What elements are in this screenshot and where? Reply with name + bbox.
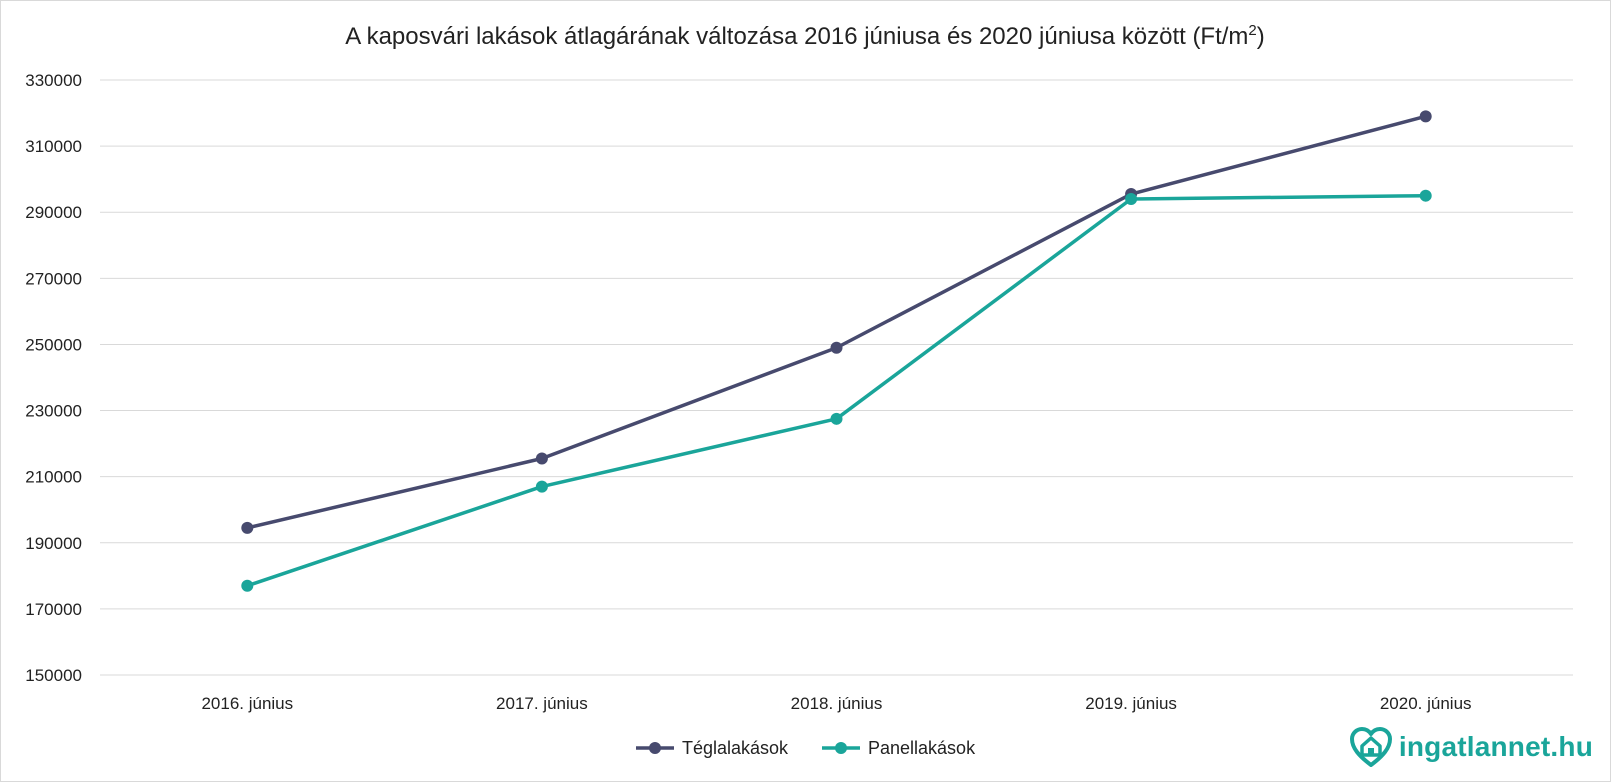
data-point bbox=[1419, 189, 1432, 202]
x-tick-label: 2018. június bbox=[791, 694, 883, 713]
y-tick-label: 270000 bbox=[25, 269, 82, 288]
x-axis-ticks: 2016. június 2017. június 2018. június 2019… bbox=[201, 694, 1471, 713]
y-tick-label: 230000 bbox=[25, 402, 82, 421]
legend-item: Téglalakások bbox=[636, 738, 789, 758]
data-point bbox=[535, 452, 548, 465]
series bbox=[241, 110, 1432, 592]
series-2 bbox=[241, 189, 1432, 592]
legend-label: Téglalakások bbox=[682, 738, 789, 758]
x-tick-label: 2020. június bbox=[1380, 694, 1472, 713]
legend: Téglalakások Panellakások bbox=[636, 738, 976, 758]
y-tick-label: 310000 bbox=[25, 137, 82, 156]
heart-house-icon bbox=[1349, 727, 1392, 767]
x-tick-label: 2017. június bbox=[496, 694, 588, 713]
legend-swatch-marker bbox=[649, 742, 661, 754]
y-tick-label: 150000 bbox=[25, 666, 82, 685]
y-tick-label: 330000 bbox=[25, 71, 82, 90]
data-point bbox=[535, 480, 548, 493]
legend-label: Panellakások bbox=[868, 738, 976, 758]
logo-wordmark: ingatlannet.hu bbox=[1398, 731, 1593, 762]
x-tick-label: 2019. június bbox=[1085, 694, 1177, 713]
data-point bbox=[830, 341, 843, 354]
y-axis-ticks: 150000 170000 190000 210000 230000 250000 2700… bbox=[25, 71, 82, 685]
legend-item: Panellakások bbox=[822, 738, 976, 758]
y-tick-label: 190000 bbox=[25, 534, 82, 553]
chart-title: A kaposvári lakások átlagárának változás… bbox=[345, 22, 1265, 50]
data-point bbox=[241, 579, 254, 592]
gridlines bbox=[100, 79, 1573, 676]
data-point bbox=[1419, 110, 1432, 123]
series-1 bbox=[241, 110, 1432, 534]
data-point bbox=[830, 412, 843, 425]
series-line bbox=[246, 193, 1426, 588]
ingatlannet-logo: ingatlannet.hu bbox=[1349, 726, 1593, 768]
x-tick-label: 2016. június bbox=[201, 694, 293, 713]
y-tick-label: 210000 bbox=[25, 468, 82, 487]
data-point bbox=[1125, 193, 1138, 205]
y-tick-label: 290000 bbox=[25, 203, 82, 222]
legend-swatch-marker bbox=[835, 742, 847, 754]
data-point bbox=[241, 521, 254, 534]
series-line bbox=[246, 114, 1427, 530]
y-tick-label: 250000 bbox=[25, 335, 82, 354]
y-tick-label: 170000 bbox=[25, 600, 82, 619]
